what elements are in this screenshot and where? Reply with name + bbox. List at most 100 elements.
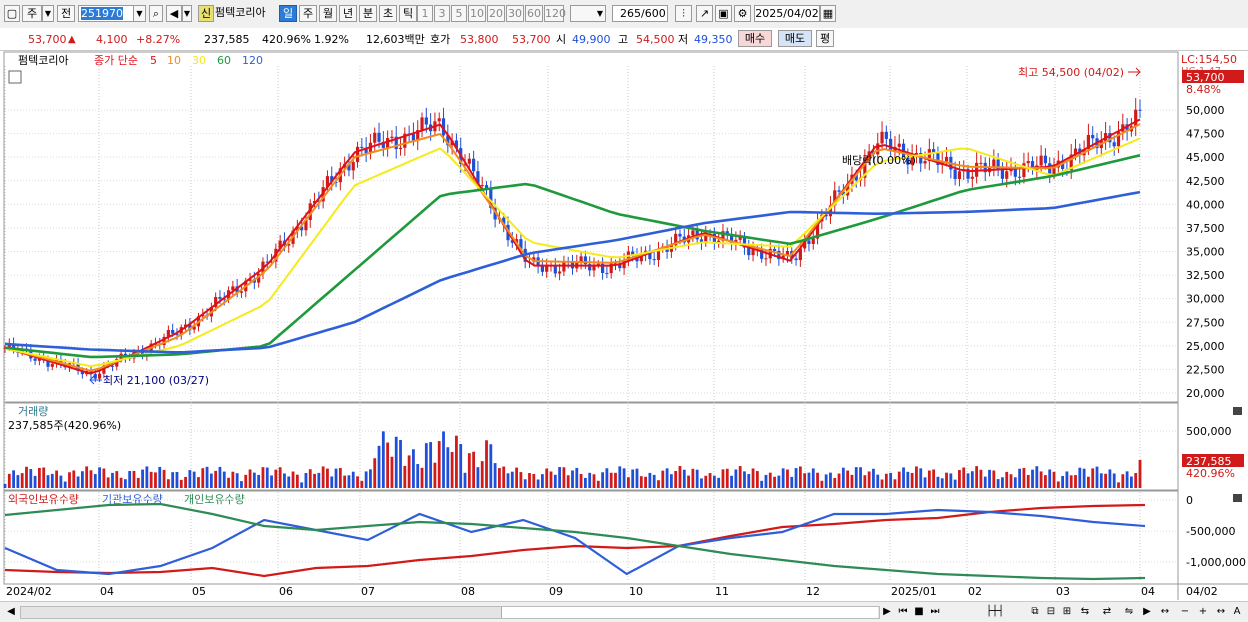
period-button-2[interactable]: 월 xyxy=(319,5,337,22)
candle-body xyxy=(966,169,970,179)
interval-button-6[interactable]: 60 xyxy=(525,5,543,22)
scroll-right-icon[interactable]: ▶ xyxy=(883,606,891,617)
calendar-icon[interactable]: ▦ xyxy=(820,5,836,22)
period-button-6[interactable]: 틱 xyxy=(399,5,417,22)
bar-count-field[interactable]: 265/600 xyxy=(612,5,668,22)
candle-body xyxy=(807,240,811,244)
period-button-5[interactable]: 초 xyxy=(379,5,397,22)
x-axis-label: 03 xyxy=(1056,585,1070,598)
new-badge: 신 xyxy=(198,5,214,22)
interval-button-2[interactable]: 5 xyxy=(451,5,467,22)
period-button-0[interactable]: 일 xyxy=(279,5,297,22)
speaker-icon[interactable]: ◀ xyxy=(166,5,182,22)
layout-icon[interactable]: ⧉ xyxy=(1031,606,1039,617)
forward-icon[interactable]: ⏭ xyxy=(930,606,940,617)
volume-bar xyxy=(695,469,699,488)
code-dropdown-icon[interactable]: ▼ xyxy=(133,5,146,22)
volume-bar xyxy=(248,469,252,488)
chevron-down-icon[interactable]: ▼ xyxy=(42,5,54,22)
period-button-1[interactable]: 주 xyxy=(299,5,317,22)
scroll-end-icon[interactable]: ▶ xyxy=(1143,606,1151,617)
scroll-track[interactable] xyxy=(20,606,880,619)
eval-button[interactable]: 평 xyxy=(816,30,834,47)
volume-bar xyxy=(33,475,37,488)
volume-bar xyxy=(816,472,819,488)
interval-button-7[interactable]: 120 xyxy=(544,5,566,22)
expand-icon[interactable]: ⇄ xyxy=(1102,606,1112,617)
volume-bar xyxy=(743,471,746,488)
volume-bar xyxy=(1091,468,1095,488)
rewind-icon[interactable]: ⏮ xyxy=(898,606,908,617)
interval-button-0[interactable]: 1 xyxy=(417,5,433,22)
volume-bar xyxy=(528,473,531,488)
interval-button-4[interactable]: 20 xyxy=(487,5,505,22)
zoom-slider[interactable]: ├┼┤ xyxy=(985,606,1005,617)
zoom-out-icon[interactable]: − xyxy=(1180,606,1190,617)
volume-bar xyxy=(992,470,996,488)
swap-icon[interactable]: ⇋ xyxy=(1124,606,1134,617)
candle-body xyxy=(884,131,888,139)
prev-button[interactable]: 전 xyxy=(57,5,75,22)
period-button-3[interactable]: 년 xyxy=(339,5,357,22)
chart-canvas[interactable]: 50,000 47,500 45,000 42,500 40,000 37,500 35,0… xyxy=(0,51,1248,601)
interval-button-1[interactable]: 3 xyxy=(434,5,450,22)
max-annotation: 최고 54,500 (04/02) xyxy=(1018,66,1124,79)
stop-icon[interactable]: ■ xyxy=(914,606,924,617)
last-price-tag-bg xyxy=(1182,70,1244,83)
last-price-tag: 53,700 xyxy=(1186,71,1225,84)
volume-bar xyxy=(1048,469,1052,488)
move-icon[interactable]: ↔ xyxy=(1160,606,1170,617)
gear-icon[interactable]: ⚙ xyxy=(734,5,751,22)
volume-bar xyxy=(902,467,905,488)
bar-count-total: /600 xyxy=(641,7,666,20)
stock-code-input[interactable]: 251970 xyxy=(78,5,134,22)
save-icon[interactable]: ▣ xyxy=(715,5,732,22)
buy-button[interactable]: 매수 xyxy=(738,30,772,47)
volume-bar xyxy=(558,467,562,488)
holder-title-1: 기관보유수량 xyxy=(102,493,163,506)
volume-bar xyxy=(386,442,390,488)
volume-bar xyxy=(876,474,880,488)
period-button-4[interactable]: 분 xyxy=(359,5,377,22)
volume-bar xyxy=(132,470,136,488)
interval-button-5[interactable]: 30 xyxy=(506,5,524,22)
candle-body xyxy=(33,358,37,361)
candle-body xyxy=(738,236,742,240)
price-tick-label: 45,000 xyxy=(1186,151,1225,164)
split-icon[interactable]: ⊟ xyxy=(1046,606,1056,617)
volume-bar xyxy=(962,467,966,488)
volume-bar xyxy=(730,475,733,488)
draw-tool-icon[interactable]: ↗ xyxy=(696,5,713,22)
volume-bar xyxy=(175,471,179,488)
search-icon[interactable]: ⌕ xyxy=(149,5,163,22)
volume-close-icon xyxy=(1233,407,1242,415)
volume-bar xyxy=(369,469,372,488)
candle-body xyxy=(1061,160,1065,170)
candle-body xyxy=(785,250,790,256)
interval-dropdown[interactable]: ▼ xyxy=(570,5,606,22)
market-select[interactable]: 주 xyxy=(22,5,42,22)
scroll-thumb[interactable] xyxy=(501,607,878,618)
chart-scrollbar[interactable]: ◀ ▶ ⏮ ■ ⏭ ├┼┤ ⧉ ⊟ ⊞ ⇆ ⇄ ⇋ ▶ ↔ − + ↔ A xyxy=(0,601,1248,622)
zoom-reset-icon[interactable]: ↔ xyxy=(1216,606,1226,617)
x-axis-label: 07 xyxy=(361,585,375,598)
grid-icon[interactable]: ⊞ xyxy=(1062,606,1072,617)
volume-bar xyxy=(669,474,673,488)
candle-body xyxy=(970,176,974,179)
compress-icon[interactable]: ⇆ xyxy=(1080,606,1090,617)
interval-button-3[interactable]: 10 xyxy=(468,5,486,22)
date-field[interactable]: 2025/04/02 xyxy=(754,5,820,22)
candle-body xyxy=(472,158,476,172)
zoom-in-icon[interactable]: + xyxy=(1198,606,1208,617)
font-size-icon[interactable]: A xyxy=(1233,606,1241,617)
speaker-dropdown-icon[interactable]: ▼ xyxy=(182,5,192,22)
volume-bar xyxy=(80,471,84,488)
scroll-left-icon[interactable]: ◀ xyxy=(7,606,15,617)
volume-bar xyxy=(351,471,355,488)
volume-bar xyxy=(257,474,261,488)
sell-button[interactable]: 매도 xyxy=(778,30,812,47)
chart-type-icon[interactable]: ⫶ xyxy=(675,5,692,22)
window-icon[interactable]: ▢ xyxy=(4,5,20,22)
candle-body xyxy=(992,159,996,168)
candle-body xyxy=(936,153,940,166)
